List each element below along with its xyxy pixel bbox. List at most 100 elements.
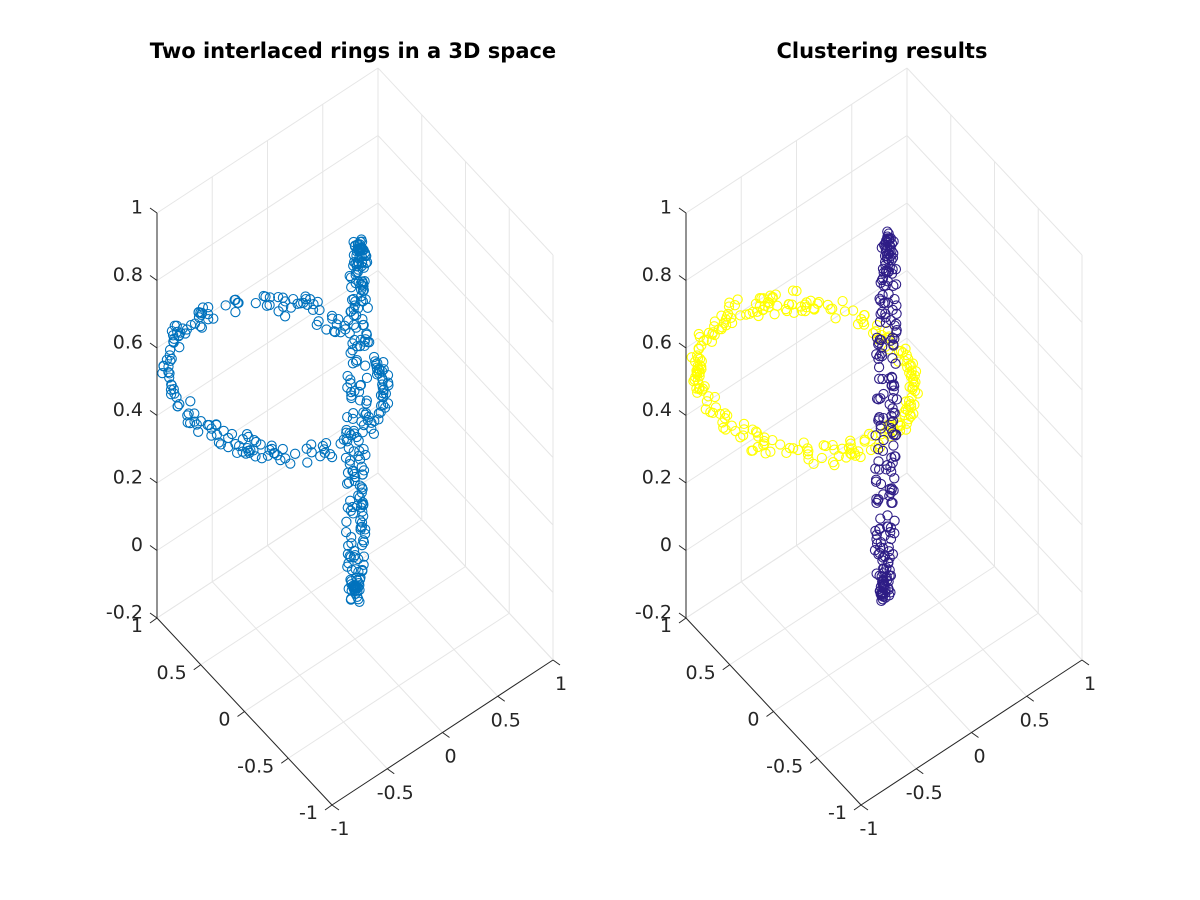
left-y-tick-mark [193,664,202,671]
right-scatter-point [783,299,795,310]
left-z-tick-label: 1 [131,197,143,219]
right-z-tick-mark [678,207,687,214]
left-scatter-point [344,270,355,282]
left-sidewall-gridline-horiz [377,202,554,391]
right-scatter-point [888,485,899,496]
left-scatter-point [243,431,254,443]
right-scatter-point [852,319,864,330]
left-scatter-point [360,524,371,535]
right-scatter-point [875,542,886,553]
right-scatter-point [693,343,704,354]
left-scatter-point [350,584,361,596]
right-scatter-point [841,452,852,463]
left-scatter-point [350,269,361,281]
left-sidewall-gridline-horiz [377,135,554,323]
left-scatter-point [183,408,194,419]
right-scatter-point [706,336,718,347]
right-scatter-point [758,440,769,451]
left-y-tick-label: 1 [131,615,143,637]
right-scatter-point [883,288,894,300]
left-scatter-point [352,303,364,314]
left-scatter-point [349,300,360,311]
left-z-tick-label: -0.2 [106,602,143,624]
left-scatter-point [356,280,367,291]
right-floor-gridline-y [729,519,952,666]
left-scatter-point [356,517,368,528]
left-z-tick-label: 0.2 [113,467,143,489]
right-x-tick-label: -1 [860,818,879,840]
left-scatter-point [356,539,368,551]
right-scatter-point [904,367,915,378]
left-scatter-point [362,336,373,348]
right-x-tick-mark [1026,695,1035,702]
left-scatter-point [345,495,356,506]
left-scatter-point [182,410,193,421]
right-scatter-point [885,487,896,499]
left-scatter-point [326,451,338,463]
left-scatter-point [341,478,353,489]
left-scatter-point [361,257,373,268]
right-scatter-point [907,358,919,369]
left-scatter-point [302,299,313,310]
left-y-tick-mark [149,617,158,624]
left-scatter-point [165,355,176,367]
right-scatter-point [899,409,910,421]
right-scatter-point [907,384,918,395]
left-scatter-point [264,444,275,456]
left-scatter-point [358,499,369,510]
right-scatter-point [767,434,778,446]
right-axes [678,207,1090,811]
right-scatter-point [875,586,886,597]
right-scatter-point [770,289,781,300]
left-scatter-points [157,234,394,607]
left-scatter-point [368,351,380,363]
left-scatter-point [167,330,179,341]
right-scatter-point [877,290,888,301]
right-z-tick-label: 0.8 [642,264,672,286]
right-scatter-point [883,267,894,278]
left-scatter-point [357,565,368,577]
left-scatter-point [358,465,370,476]
left-scatter-point [372,357,383,369]
right-scatter-point [830,313,841,324]
right-scatter-point [865,444,877,456]
right-scatter-point [884,564,895,576]
right-scatter-point [879,530,890,541]
left-scatter-point [273,306,284,317]
left-scatter-point [378,384,389,395]
right-z-tick-label: 0.2 [642,467,672,489]
right-scatter-point [891,318,902,330]
right-scatter-point [760,448,771,459]
left-scatter-point [358,510,369,522]
right-scatter-point [885,527,896,538]
left-scatter-point [189,318,201,329]
left-scatter-point [344,328,355,339]
left-scatter-point [360,360,371,371]
left-scatter-point [348,545,360,557]
left-x-tick-label: 0 [444,746,456,768]
right-scatter-point [894,419,905,430]
right-scatter-point [875,308,886,320]
right-scatter-point [882,253,893,265]
left-scatter-point [347,465,359,476]
right-scatter-point [883,556,894,568]
right-scatter-point [870,463,881,474]
right-scatter-point [802,449,814,460]
right-scatter-point [750,426,762,437]
right-z-tick-mark [678,410,687,416]
right-scatter-point [845,438,856,449]
left-scatter-point [165,384,177,395]
left-chart-title: Two interlaced rings in a 3D space [150,39,556,63]
right-scatter-point [765,446,776,457]
right-scatter-point [724,297,735,308]
right-scatter-point [900,424,912,435]
right-scatter-point [802,443,813,454]
left-scatter-point [353,386,365,398]
right-sidewall-gridline-horiz [906,135,1083,323]
left-x-tick-mark [552,659,561,666]
left-scatter-point [330,326,341,338]
right-y-tick-mark [809,757,818,764]
right-scatter-point [759,432,770,443]
left-scatter-point [372,365,383,376]
left-scatter-point [262,450,274,461]
